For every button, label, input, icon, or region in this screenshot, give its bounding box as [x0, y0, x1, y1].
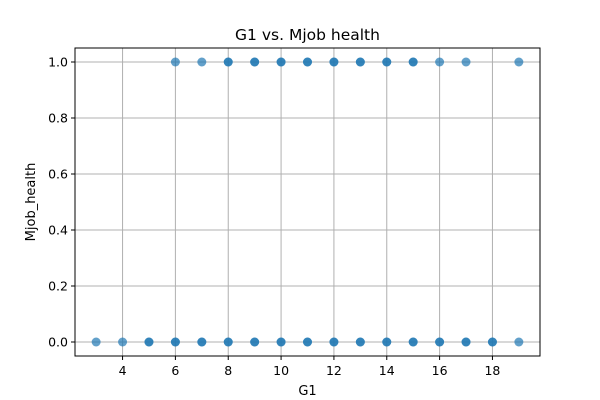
scatter-point [329, 57, 339, 67]
y-axis-label: Mjob_health [24, 163, 39, 242]
scatter-point [408, 337, 418, 347]
scatter-point [355, 337, 365, 347]
scatter-point [303, 57, 312, 67]
scatter-point [276, 337, 286, 347]
x-tick-label: 8 [224, 363, 232, 378]
scatter-point [276, 57, 286, 67]
scatter-point [170, 337, 180, 347]
scatter-point [408, 57, 418, 67]
x-tick-label: 4 [119, 363, 127, 378]
x-tick-label: 18 [484, 363, 500, 378]
points-layer [91, 57, 524, 347]
scatter-point [461, 57, 471, 67]
scatter-point [461, 337, 471, 347]
scatter-point [303, 337, 312, 347]
y-tick-label: 0.8 [48, 111, 68, 126]
scatter-point [197, 337, 207, 347]
scatter-point [487, 337, 497, 347]
scatter-point [435, 57, 445, 67]
y-tick-label: 0.2 [48, 279, 68, 294]
scatter-point [329, 337, 339, 347]
scatter-point [514, 57, 524, 67]
x-tick-label: 14 [379, 363, 395, 378]
y-tick-label: 1.0 [48, 55, 68, 70]
scatter-point [144, 337, 154, 347]
scatter-point [197, 57, 207, 67]
x-tick-label: 10 [273, 363, 289, 378]
y-tick-label: 0.0 [48, 335, 68, 350]
scatter-point [382, 57, 392, 67]
plot-frame [74, 47, 541, 357]
scatter-point [223, 337, 233, 347]
scatter-point [250, 57, 260, 67]
x-tick-label: 6 [171, 363, 179, 378]
scatter-point [91, 337, 101, 347]
x-tick-label: 16 [432, 363, 448, 378]
y-tick-label: 0.4 [48, 223, 68, 238]
x-axis-label: G1 [298, 384, 316, 399]
y-axis-ticks: 0.0 0.2 0.4 0.6 0.8 1.0 [48, 55, 75, 350]
chart-title: G1 vs. Mjob health [235, 26, 380, 44]
scatter-point [355, 57, 365, 67]
scatter-point [223, 57, 233, 67]
scatter-point [435, 337, 445, 347]
x-axis-ticks: 4 6 8 10 12 14 16 18 [119, 356, 500, 378]
scatter-point [382, 337, 392, 347]
scatter-point [118, 337, 128, 347]
scatter-point [170, 57, 180, 67]
x-tick-label: 12 [326, 363, 342, 378]
y-tick-label: 0.6 [48, 167, 68, 182]
scatter-point [250, 337, 260, 347]
scatter-point [514, 337, 524, 347]
